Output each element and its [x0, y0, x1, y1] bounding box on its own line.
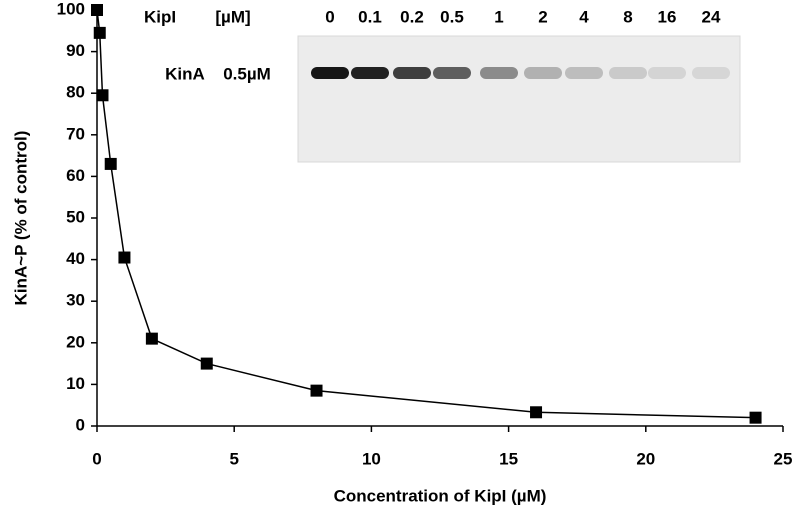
data-point — [200, 357, 213, 370]
lane-label: 8 — [623, 7, 632, 26]
x-axis-title: Concentration of KipI (µM) — [334, 486, 547, 505]
y-tick-label: 40 — [66, 249, 85, 268]
y-tick-label: 20 — [66, 332, 85, 351]
data-point — [118, 251, 131, 264]
y-tick-label: 90 — [66, 41, 85, 60]
gel-band — [433, 67, 471, 79]
data-line — [96, 9, 756, 419]
y-tick-label: 50 — [66, 207, 85, 226]
y-tick-label: 60 — [66, 166, 85, 185]
gel-image — [297, 35, 741, 163]
x-tick-label: 20 — [636, 449, 655, 468]
inset-unit: [µM] — [215, 7, 250, 26]
inset-row-label: KinA — [165, 64, 205, 83]
lane-label: 1 — [494, 7, 503, 26]
inset-header: KipI — [144, 7, 176, 26]
x-tick-label: 25 — [774, 449, 793, 468]
gel-band — [524, 67, 562, 79]
gel-band — [311, 67, 349, 79]
x-tick-label: 15 — [499, 449, 518, 468]
x-tick-label: 10 — [362, 449, 381, 468]
gel-band — [393, 67, 431, 79]
gel-band — [609, 67, 647, 79]
lane-label: 16 — [658, 7, 677, 26]
lane-label: 0.1 — [358, 7, 382, 26]
x-tick-label: 0 — [92, 449, 101, 468]
y-tick-label: 70 — [66, 124, 85, 143]
lane-label: 4 — [579, 7, 589, 26]
gel-band — [565, 67, 603, 79]
y-tick-label: 100 — [57, 0, 85, 18]
gel-band — [351, 67, 389, 79]
lane-label: 0.2 — [400, 7, 424, 26]
data-point — [91, 4, 103, 16]
data-point — [96, 89, 109, 102]
inset-row-concentration: 0.5µM — [223, 64, 271, 83]
y-axis-title: KinA~P (% of control) — [11, 131, 30, 306]
gel-band — [648, 67, 686, 79]
y-tick-label: 10 — [66, 374, 85, 393]
y-tick-label: 80 — [66, 83, 85, 102]
data-point — [104, 157, 117, 170]
lane-label: 0 — [325, 7, 334, 26]
lane-label: 24 — [702, 7, 721, 26]
data-point — [749, 411, 762, 424]
gel-band — [480, 67, 518, 79]
data-point — [310, 384, 323, 397]
y-tick-label: 0 — [76, 415, 85, 434]
data-point — [530, 406, 543, 419]
data-point — [93, 26, 106, 39]
x-tick-label: 5 — [229, 449, 238, 468]
data-point — [145, 332, 158, 345]
lane-label: 0.5 — [440, 7, 464, 26]
y-tick-label: 30 — [66, 291, 85, 310]
gel-band — [692, 67, 730, 79]
lane-label: 2 — [538, 7, 547, 26]
